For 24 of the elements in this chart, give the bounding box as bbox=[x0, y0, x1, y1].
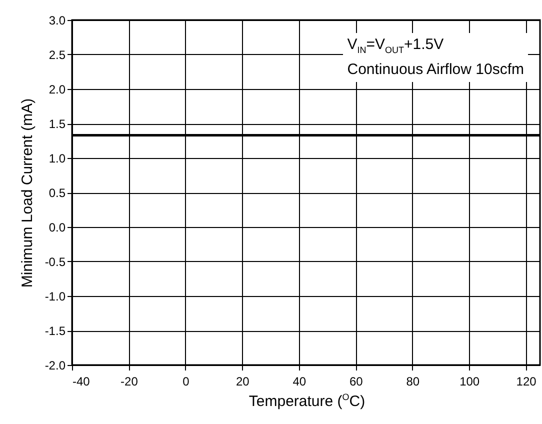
y-tick-label: 2.0 bbox=[48, 82, 66, 96]
y-tick-label: 2.5 bbox=[48, 48, 66, 62]
annotation: Continuous Airflow 10scfm bbox=[347, 60, 524, 80]
y-axis-title: Minimum Load Current (mA) bbox=[18, 98, 36, 288]
x-tick-label: 80 bbox=[406, 374, 420, 388]
y-tick-label: 1.0 bbox=[48, 152, 66, 166]
y-tick-label: -1.0 bbox=[44, 290, 66, 304]
x-tick-label: 40 bbox=[292, 374, 306, 388]
x-tick-label: -20 bbox=[120, 374, 138, 388]
x-axis-title: Temperature ($^{O}$C) bbox=[248, 392, 366, 410]
x-tick-label: -40 bbox=[72, 374, 90, 388]
x-tick-label: 120 bbox=[516, 374, 537, 388]
y-tick-label: 0.5 bbox=[48, 186, 66, 200]
annotation: V$_{IN}$=V$_{OUT}$+1.5V bbox=[347, 35, 445, 57]
y-tick-label: 3.0 bbox=[48, 14, 66, 28]
y-tick-label: -1.5 bbox=[44, 324, 66, 338]
x-tick-label: 60 bbox=[349, 374, 364, 388]
x-tick-label: 0 bbox=[182, 374, 190, 388]
x-tick-label: 100 bbox=[460, 374, 480, 388]
x-tick-label: 20 bbox=[236, 374, 250, 388]
y-tick-label: -0.5 bbox=[44, 255, 66, 269]
y-tick-label: 1.5 bbox=[48, 117, 66, 131]
y-tick-label: 0.0 bbox=[48, 220, 66, 234]
y-tick-label: -2.0 bbox=[44, 358, 66, 372]
